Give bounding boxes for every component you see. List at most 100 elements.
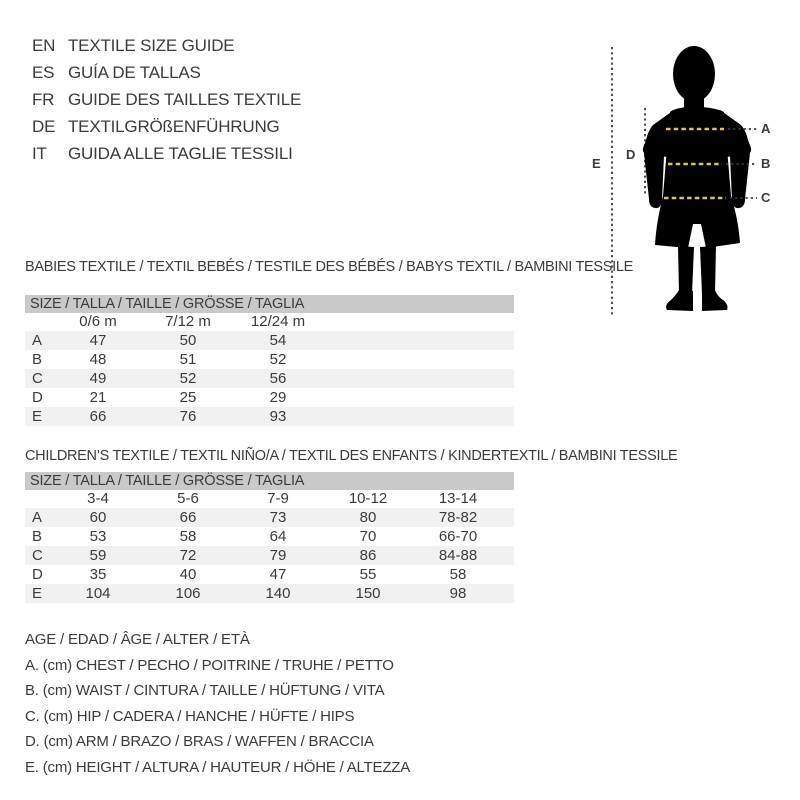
column-header: 13-14 [438, 490, 478, 507]
cell-value: 52 [179, 370, 197, 387]
cell-value: 93 [269, 408, 287, 425]
row-label: E [32, 585, 43, 602]
legend-line-arm: D. (cm) ARM / BRAZO / BRAS / WAFFEN / BR… [25, 733, 374, 750]
cell-value: 140 [265, 585, 291, 602]
measure-label-e: E [592, 156, 601, 171]
column-header: 3-4 [87, 490, 109, 507]
lang-title: GUIDE DES TAILLES TEXTILE [68, 90, 302, 109]
row-label: E [32, 408, 43, 425]
babies-table: 0/6 m 7/12 m 12/24 m A 47 50 54 B 48 51 … [25, 313, 514, 426]
children-size-header-bar: SIZE / TALLA / TAILLE / GRÖSSE / TAGLIA [25, 472, 514, 490]
babies-size-header-bar: SIZE / TALLA / TAILLE / GRÖSSE / TAGLIA [25, 295, 514, 313]
table-row: C 49 52 56 [25, 369, 514, 388]
cell-value: 66-70 [438, 528, 478, 545]
lang-title: GUIDA ALLE TAGLIE TESSILI [68, 144, 293, 163]
cell-value: 29 [269, 389, 287, 406]
cell-value: 78-82 [438, 509, 478, 526]
legend-line-waist: B. (cm) WAIST / CINTURA / TAILLE / HÜFTU… [25, 682, 385, 699]
cell-value: 50 [179, 332, 197, 349]
cell-value: 58 [179, 528, 197, 545]
cell-value: 79 [269, 547, 287, 564]
row-label: C [32, 547, 43, 564]
cell-value: 84-88 [438, 547, 478, 564]
row-label: A [32, 332, 43, 349]
cell-value: 76 [179, 408, 197, 425]
column-header: 10-12 [348, 490, 388, 507]
lang-code: FR [32, 90, 55, 109]
cell-value: 59 [89, 547, 107, 564]
cell-value: 40 [179, 566, 197, 583]
lang-code: DE [32, 117, 56, 136]
lang-code: ES [32, 63, 55, 82]
table-row: E 66 76 93 [25, 407, 514, 426]
language-list: EN TEXTILE SIZE GUIDE ES GUÍA DE TALLAS … [32, 32, 301, 167]
lang-title: TEXTILGRÖßENFÜHRUNG [68, 117, 280, 136]
cell-value: 73 [269, 509, 287, 526]
row-label: B [32, 351, 43, 368]
column-header: 7-9 [267, 490, 289, 507]
lang-row-it: IT GUIDA ALLE TAGLIE TESSILI [32, 140, 301, 167]
cell-value: 104 [85, 585, 111, 602]
header-spacer [25, 490, 53, 508]
cell-value: 35 [89, 566, 107, 583]
cell-value: 80 [359, 509, 377, 526]
measurement-legend: AGE / EDAD / ÂGE / ALTER / ETÀ A. (cm) C… [25, 627, 410, 780]
legend-line-hip: C. (cm) HIP / CADERA / HANCHE / HÜFTE / … [25, 707, 355, 725]
table-row: D 35 40 47 55 58 [25, 565, 514, 584]
column-header: 0/6 m [79, 313, 117, 330]
cell-value: 53 [89, 528, 107, 545]
column-header: 7/12 m [165, 313, 211, 330]
cell-value: 58 [449, 566, 467, 583]
cell-value: 55 [359, 566, 377, 583]
row-label: A [32, 509, 43, 526]
column-header: 12/24 m [250, 313, 306, 330]
lang-row-en: EN TEXTILE SIZE GUIDE [32, 32, 301, 59]
lang-code: IT [32, 144, 47, 163]
cell-value: 52 [269, 351, 287, 368]
lang-row-fr: FR GUIDE DES TAILLES TEXTILE [32, 86, 301, 113]
cell-value: 66 [89, 408, 107, 425]
cell-value: 56 [269, 370, 287, 387]
cell-value: 21 [89, 389, 107, 406]
measure-label-b: B [761, 156, 770, 171]
lang-code: EN [32, 36, 56, 55]
cell-value: 72 [179, 547, 197, 564]
legend-age-line: AGE / EDAD / ÂGE / ALTER / ETÀ [25, 631, 250, 648]
row-label: D [32, 389, 43, 406]
cell-value: 64 [269, 528, 287, 545]
lang-row-de: DE TEXTILGRÖßENFÜHRUNG [32, 113, 301, 140]
cell-value: 51 [179, 351, 197, 368]
column-header: 5-6 [177, 490, 199, 507]
row-label: C [32, 370, 43, 387]
table-row: B 48 51 52 [25, 350, 514, 369]
cell-value: 54 [269, 332, 287, 349]
child-silhouette [642, 46, 752, 311]
lang-row-es: ES GUÍA DE TALLAS [32, 59, 301, 86]
children-table: 3-4 5-6 7-9 10-12 13-14 A 60 66 73 80 78… [25, 490, 514, 603]
cell-value: 25 [179, 389, 197, 406]
cell-value: 48 [89, 351, 107, 368]
legend-line-chest: A. (cm) CHEST / PECHO / POITRINE / TRUHE… [25, 656, 394, 674]
lang-title: TEXTILE SIZE GUIDE [68, 36, 235, 55]
cell-value: 106 [175, 585, 201, 602]
measure-label-d: D [626, 147, 635, 162]
measure-label-a: A [761, 121, 771, 136]
legend-line-height: E. (cm) HEIGHT / ALTURA / HAUTEUR / HÖHE… [25, 758, 411, 776]
cell-value: 47 [269, 566, 287, 583]
children-header-row: 3-4 5-6 7-9 10-12 13-14 [25, 490, 514, 508]
table-row: B 53 58 64 70 66-70 [25, 527, 514, 546]
children-section-title: CHILDREN’S TEXTILE / TEXTIL NIÑO/A / TEX… [25, 448, 678, 464]
table-row: A 60 66 73 80 78-82 [25, 508, 514, 527]
measurement-figure: E D A B C [592, 46, 771, 315]
cell-value: 86 [359, 547, 377, 564]
table-row: C 59 72 79 86 84-88 [25, 546, 514, 565]
cell-value: 70 [359, 528, 377, 545]
babies-header-row: 0/6 m 7/12 m 12/24 m [25, 313, 514, 331]
table-row: D 21 25 29 [25, 388, 514, 407]
header-spacer [25, 313, 53, 331]
cell-value: 60 [89, 509, 107, 526]
cell-value: 150 [355, 585, 381, 602]
cell-value: 66 [179, 509, 197, 526]
babies-section-title: BABIES TEXTILE / TEXTIL BEBÉS / TESTILE … [25, 259, 633, 275]
row-label: B [32, 528, 43, 545]
